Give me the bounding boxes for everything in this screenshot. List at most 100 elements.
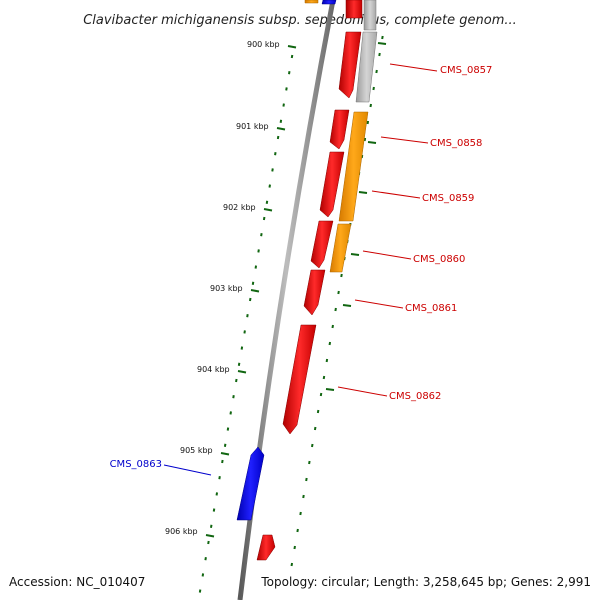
outer-track-dot (305, 477, 308, 482)
ruler-tick-label: 902 kbp (223, 203, 256, 212)
ruler-tick-label: 905 kbp (180, 446, 213, 455)
ruler-dot (204, 557, 207, 561)
outer-major-tick (367, 141, 377, 144)
outer-track-dot (366, 120, 370, 125)
ruler-dot (285, 87, 288, 91)
gene-cms-0858-red[interactable] (329, 109, 350, 150)
ruler-dot (260, 233, 263, 237)
outer-track-dot (337, 290, 340, 295)
gene-label[interactable]: CMS_0860 (413, 254, 465, 265)
gene-gray[interactable] (355, 31, 378, 103)
ruler-dot (276, 135, 280, 140)
ruler-major-tick (263, 208, 273, 212)
outer-track-dot (381, 35, 384, 40)
gene-partial-blue[interactable] (321, 0, 337, 5)
gene-cms-0857[interactable] (338, 31, 362, 99)
gene-cms-0858-orange[interactable] (338, 111, 369, 222)
gene-leader-line (337, 386, 388, 397)
outer-track-dot (293, 545, 296, 550)
gene-cms-0861[interactable] (303, 269, 326, 316)
ruler-dot (240, 346, 244, 350)
outer-track-dot (372, 86, 375, 91)
outer-track-dot (363, 137, 367, 142)
ruler-dot (290, 54, 294, 59)
ruler-dot (288, 71, 291, 75)
ruler-dot (257, 249, 260, 253)
ruler-dot (279, 119, 283, 123)
gene-leader-line (163, 464, 212, 476)
ruler-dot (265, 200, 269, 204)
ruler-dot (218, 476, 221, 480)
outer-track-dot (378, 52, 381, 57)
outer-major-tick (358, 191, 368, 194)
outer-track-dot (375, 69, 378, 74)
gene-labels: CMS_0857 CMS_0858 CMS_0859 CMS_0860 CMS_0861… (110, 63, 492, 476)
outer-track-dot (334, 307, 337, 312)
gene-label[interactable]: CMS_0857 (440, 65, 492, 76)
ruler-dot (248, 297, 252, 302)
ruler-major-tick (287, 45, 297, 49)
outer-track-dot (290, 562, 294, 567)
ruler-major-tick (276, 127, 286, 131)
gene-partial-orange[interactable] (304, 0, 319, 4)
gene-label[interactable]: CMS_0861 (405, 303, 457, 314)
outer-track-dot (316, 409, 320, 414)
outer-track-dot (313, 426, 317, 431)
gene-cms-0863[interactable] (236, 446, 265, 521)
outer-track-dot (369, 103, 372, 108)
outer-track-dot (319, 392, 323, 397)
gene-leader-line (389, 63, 438, 72)
outer-track-dot (328, 341, 332, 346)
outer-track-dot (331, 324, 334, 329)
ruler-dot (212, 508, 216, 512)
ruler-dot (229, 411, 232, 415)
outer-major-tick (377, 42, 387, 45)
gene-partial-gray[interactable] (363, 0, 377, 31)
gene-partial-red-bottom[interactable] (256, 534, 276, 561)
ruler-dot (221, 459, 224, 464)
gene-partial-red[interactable] (345, 0, 363, 19)
gene-cms-0862[interactable] (282, 324, 317, 435)
ruler-major-tick (220, 452, 230, 456)
gene-leader-line (362, 250, 412, 260)
gene-cms-0860-red[interactable] (310, 220, 334, 269)
ruler-dot (268, 184, 271, 188)
gene-leader-line (380, 136, 429, 144)
ruler-tick-label: 903 kbp (210, 284, 243, 293)
kbp-ruler: 900 kbp 901 kbp 902 kbp 903 kbp 904 kbp 905 k… (165, 40, 297, 538)
outer-track-dot (325, 358, 329, 363)
ruler-major-tick (250, 289, 260, 293)
ruler-track (198, 54, 294, 593)
ruler-tick-label: 900 kbp (247, 40, 280, 49)
map-title: Clavibacter michiganensis subsp. sepedon… (83, 13, 517, 28)
ruler-tick-label: 901 kbp (236, 122, 269, 131)
outer-major-tick (342, 304, 352, 307)
outer-track-dot (311, 443, 314, 448)
ruler-dot (282, 103, 285, 107)
gene-cms-0860-orange[interactable] (329, 223, 352, 273)
ruler-dot (262, 216, 266, 221)
gene-features (236, 0, 378, 561)
gene-label[interactable]: CMS_0858 (430, 138, 482, 149)
ruler-dot (226, 427, 230, 431)
outer-track-dot (322, 375, 326, 380)
ruler-dot (198, 589, 202, 593)
summary-text: Topology: circular; Length: 3,258,645 bp… (260, 575, 591, 589)
gene-label[interactable]: CMS_0859 (422, 193, 474, 204)
gene-label[interactable]: CMS_0863 (110, 459, 162, 470)
ruler-dot (201, 573, 205, 577)
gene-label[interactable]: CMS_0862 (389, 391, 441, 402)
ruler-dot (215, 492, 219, 496)
accession-text: Accession: NC_010407 (9, 575, 145, 589)
ruler-dot (254, 265, 258, 269)
ruler-tick-label: 904 kbp (197, 365, 230, 374)
ruler-dot (232, 395, 235, 399)
outer-track-dot (308, 460, 311, 465)
ruler-dot (251, 281, 255, 285)
outer-track-dot (299, 511, 302, 516)
ruler-dot (223, 443, 227, 447)
gene-cms-0859[interactable] (319, 151, 345, 218)
ruler-major-tick (205, 534, 215, 538)
ruler-dot (235, 378, 238, 383)
